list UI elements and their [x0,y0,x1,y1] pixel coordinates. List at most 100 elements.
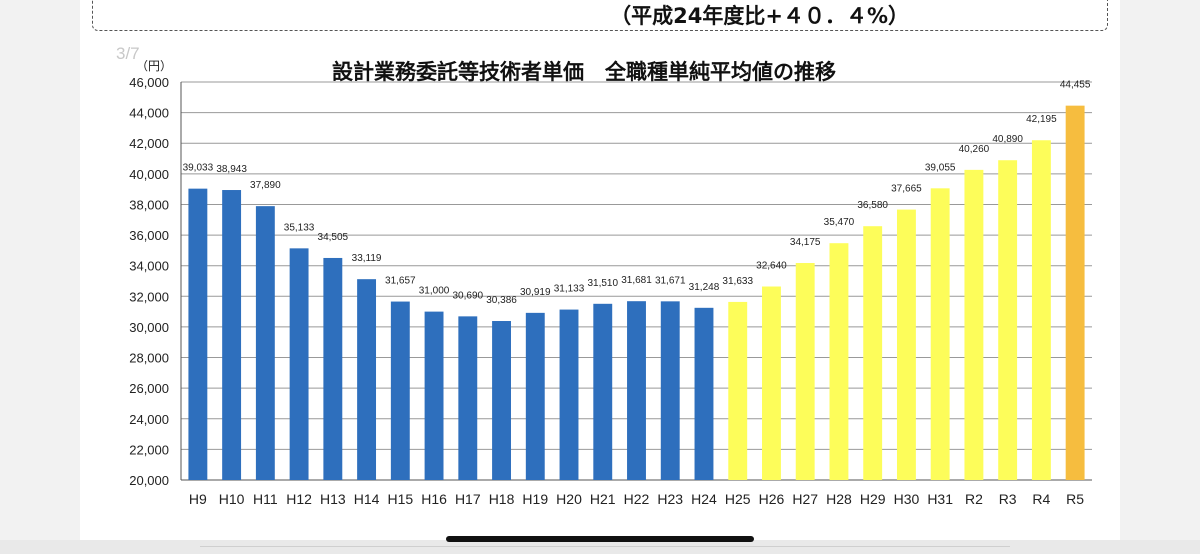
page-indicator: 3/7 [116,44,140,63]
x-tick-label: R5 [1066,491,1084,507]
bar [627,301,646,480]
y-tick-label: 36,000 [129,228,169,243]
x-tick-label: H12 [286,491,312,507]
bar-value-label: 38,943 [216,164,247,175]
bar [795,263,815,480]
bar-value-label: 36,580 [857,200,888,211]
bar [863,226,883,480]
bar [559,309,579,480]
bar-value-label: 40,260 [959,144,990,155]
bar [1065,105,1085,480]
bottom-divider [200,546,1010,547]
bar [424,311,444,480]
bar [255,206,275,480]
bar [1031,140,1051,480]
bar [896,209,916,481]
x-tick-label: H30 [894,491,920,507]
chart-title: 設計業務委託等技術者単価 全職種単純平均値の推移 [332,60,836,84]
y-tick-label: 26,000 [129,381,169,396]
x-tick-label: H18 [489,491,515,507]
bar-value-label: 37,665 [891,184,922,195]
bottom-toolbar-strip [0,540,1200,554]
x-tick-label: H19 [522,491,548,507]
bar-value-label: 31,671 [655,275,686,286]
bar [930,188,950,480]
y-tick-label: 32,000 [129,289,169,304]
y-tick-label: 22,000 [129,442,169,457]
x-tick-label: H13 [320,491,346,507]
x-tick-label: H21 [590,491,616,507]
bar [762,286,781,480]
bar-value-label: 34,505 [318,232,349,243]
bar [728,301,748,480]
bar [323,257,343,480]
x-tick-label: H24 [691,491,717,507]
summary-callout-text: （平成24年度比+４０．４%） [610,4,909,28]
bar-value-label: 31,510 [587,278,618,289]
bar-value-label: 35,133 [284,222,315,233]
x-tick-label: H16 [421,491,447,507]
y-tick-label: 44,000 [129,106,169,121]
bar-value-label: 31,633 [722,276,753,287]
x-tick-label: H20 [556,491,582,507]
y-tick-label: 40,000 [129,167,169,182]
bar [289,248,309,480]
y-tick-label: 34,000 [129,259,169,274]
x-tick-label: H26 [759,491,785,507]
bar [694,307,714,480]
bar-value-label: 37,890 [250,180,281,191]
bar [222,190,242,481]
bar-value-label: 30,386 [486,295,517,306]
x-tick-label: H17 [455,491,481,507]
home-indicator[interactable] [446,536,754,542]
x-tick-label: H22 [624,491,650,507]
x-tick-label: R3 [999,491,1017,507]
y-axis-unit-label: （円） [136,59,173,73]
bar-value-label: 31,248 [689,282,720,293]
bar-value-label: 32,640 [756,261,787,272]
x-tick-label: H15 [387,491,413,507]
bar [660,301,680,480]
bar [829,243,849,480]
bar [593,303,613,480]
bar [458,316,478,480]
bar-value-label: 39,055 [925,162,956,173]
x-tick-label: R4 [1032,491,1050,507]
bar [998,160,1018,481]
y-tick-label: 38,000 [129,197,169,212]
bar-value-label: 34,175 [790,237,821,248]
bar [390,301,410,480]
x-tick-label: H28 [826,491,852,507]
bar-value-label: 40,890 [992,134,1023,145]
summary-callout-box: （平成24年度比+４０．４%） [92,0,1108,31]
y-tick-label: 42,000 [129,136,169,151]
bar-value-label: 35,470 [824,217,855,228]
y-tick-label: 46,000 [129,75,169,90]
x-tick-label: R2 [965,491,983,507]
x-tick-label: H10 [219,491,245,507]
x-tick-label: H29 [860,491,886,507]
x-tick-label: H9 [189,491,207,507]
y-tick-label: 24,000 [129,412,169,427]
bar-value-label: 31,133 [554,284,585,295]
bar [525,312,545,480]
y-tick-label: 30,000 [129,320,169,335]
bar-value-label: 42,195 [1026,114,1057,125]
bar [492,321,511,480]
bar-value-label: 33,119 [352,253,382,264]
bar-value-label: 31,657 [385,276,416,287]
bar-value-label: 44,455 [1060,80,1091,91]
y-tick-label: 28,000 [129,351,169,366]
x-tick-label: H25 [725,491,751,507]
y-tick-label: 20,000 [129,473,169,488]
x-tick-label: H27 [792,491,818,507]
bar [357,279,377,480]
x-tick-label: H23 [657,491,683,507]
x-tick-label: H11 [253,491,278,507]
bar-value-label: 30,919 [520,287,551,298]
bar-value-label: 31,681 [621,275,652,286]
bar-value-label: 30,690 [452,290,483,301]
x-tick-label: H14 [354,491,380,507]
bar-value-label: 39,033 [183,163,214,174]
